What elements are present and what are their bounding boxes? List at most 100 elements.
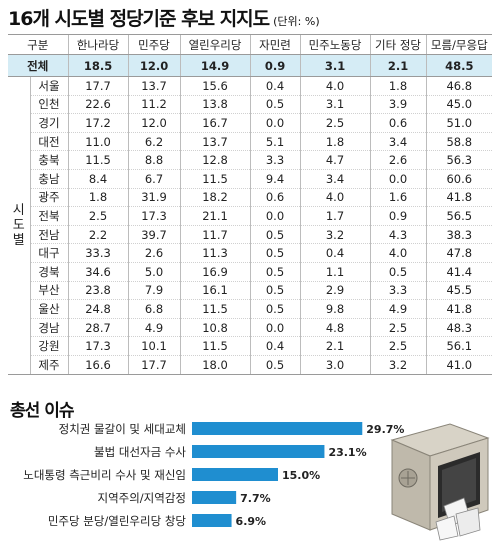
total-row: 전체 18.5 12.0 14.9 0.9 3.1 2.1 48.5 — [8, 54, 493, 77]
bar — [192, 445, 325, 458]
table-cell: 13.7 — [179, 132, 251, 152]
table-cell: 3.0 — [299, 355, 371, 375]
table-cell: 0.4 — [249, 336, 301, 356]
table-cell: 0.9 — [249, 54, 301, 77]
table-row: 경북 34.6 5.0 16.9 0.5 1.1 0.5 41.4 — [8, 262, 493, 282]
table-cell: 11.5 — [179, 169, 251, 189]
bar — [192, 491, 237, 504]
table-cell: 0.0 — [249, 206, 301, 226]
table-cell: 16.1 — [179, 281, 251, 301]
table-cell: 6.8 — [127, 299, 181, 319]
bar-category-label: 불법 대선자금 수사 — [94, 445, 186, 459]
table-cell: 0.5 — [249, 243, 301, 263]
table-cell: 3.3 — [369, 281, 427, 301]
table-cell: 4.7 — [299, 150, 371, 170]
corner-label: 구분 — [8, 34, 69, 55]
region-label: 경북 — [30, 262, 69, 282]
table-cell: 11.2 — [127, 95, 181, 115]
table-cell: 15.6 — [179, 76, 251, 96]
region-label: 대구 — [30, 243, 69, 263]
table-cell: 4.8 — [299, 318, 371, 338]
column-header: 민주노동당 — [299, 34, 371, 55]
table-row: 인천 22.6 11.2 13.8 0.5 3.1 3.9 45.0 — [8, 95, 493, 115]
table-cell: 2.1 — [299, 336, 371, 356]
column-header: 한나라당 — [67, 34, 129, 55]
column-header: 자민련 — [249, 34, 301, 55]
table-cell: 17.7 — [67, 76, 129, 96]
table-cell: 4.9 — [127, 318, 181, 338]
table-cell: 1.8 — [299, 132, 371, 152]
table-cell: 12.0 — [127, 54, 181, 77]
table-cell: 0.0 — [369, 169, 427, 189]
table-cell: 3.9 — [369, 95, 427, 115]
table-cell: 2.5 — [67, 206, 129, 226]
region-label: 제주 — [30, 355, 69, 375]
table-cell: 17.3 — [67, 336, 129, 356]
column-header: 모름/무응답 — [425, 34, 493, 55]
bar-value-label: 29.7% — [366, 423, 404, 436]
table-cell: 24.8 — [67, 299, 129, 319]
table-cell: 0.4 — [249, 76, 301, 96]
table-cell: 18.2 — [179, 188, 251, 208]
table-cell: 58.8 — [425, 132, 493, 152]
table-row: 울산 24.8 6.8 11.5 0.5 9.8 4.9 41.8 — [8, 299, 493, 319]
table-cell: 0.4 — [299, 243, 371, 263]
issues-title: 총선 이슈 — [10, 401, 74, 421]
table-cell: 6.7 — [127, 169, 181, 189]
table-cell: 6.2 — [127, 132, 181, 152]
table-cell: 0.5 — [249, 95, 301, 115]
table-cell: 28.7 — [67, 318, 129, 338]
table-cell: 56.1 — [425, 336, 493, 356]
table-cell: 56.3 — [425, 150, 493, 170]
table-cell: 2.5 — [369, 318, 427, 338]
region-label: 부산 — [30, 281, 69, 301]
issues-bar-chart: 정치권 물갈이 및 세대교체 29.7% 불법 대선자금 수사 23.1% 노대통령 측… — [23, 422, 404, 528]
table-cell: 2.1 — [369, 54, 427, 77]
table-cell: 4.0 — [369, 243, 427, 263]
side-label-char: 시 — [12, 202, 25, 218]
region-label: 서울 — [29, 76, 69, 96]
table-cell: 8.8 — [127, 150, 181, 170]
title-text: 16개 시도별 정당기준 후보 지지도 — [8, 8, 270, 30]
table-row: 충남 8.4 6.7 11.5 9.4 3.4 0.0 60.6 — [8, 169, 493, 189]
table-cell: 41.0 — [425, 355, 493, 375]
bar-category-label: 노대통령 측근비리 수사 및 재신임 — [23, 468, 186, 482]
column-header: 열린우리당 — [179, 34, 251, 55]
table-header-row: 구분 한나라당 민주당 열린우리당 자민련 민주노동당 기타 정당 모름/무응답 — [8, 34, 493, 55]
table-cell: 51.0 — [425, 113, 493, 133]
table-cell: 18.0 — [179, 355, 251, 375]
table-cell: 4.0 — [299, 76, 371, 96]
table-cell: 1.7 — [299, 206, 371, 226]
region-label: 울산 — [30, 299, 69, 319]
region-label: 충남 — [30, 169, 69, 189]
table-cell: 3.1 — [299, 95, 371, 115]
region-label: 전북 — [30, 206, 69, 226]
bar — [192, 422, 363, 435]
table-row: 대전 11.0 6.2 13.7 5.1 1.8 3.4 58.8 — [8, 132, 493, 152]
table-cell: 34.6 — [67, 262, 129, 282]
table-cell: 2.6 — [369, 150, 427, 170]
bar-category-label: 민주당 분당/열린우리당 창당 — [48, 514, 187, 528]
table-cell: 23.8 — [67, 281, 129, 301]
table-cell: 0.5 — [249, 299, 301, 319]
region-label: 경기 — [30, 113, 69, 133]
table-cell: 11.7 — [179, 225, 251, 245]
table-cell: 3.3 — [249, 150, 301, 170]
support-table: 구분 한나라당 민주당 열린우리당 자민련 민주노동당 기타 정당 모름/무응답… — [8, 34, 493, 375]
table-cell: 0.0 — [249, 113, 301, 133]
table-row: 전남 2.2 39.7 11.7 0.5 3.2 4.3 38.3 — [8, 225, 493, 245]
table-cell: 45.5 — [425, 281, 493, 301]
table-cell: 3.4 — [369, 132, 427, 152]
table-cell: 56.5 — [425, 206, 493, 226]
table-cell: 11.5 — [67, 150, 129, 170]
table-cell: 17.3 — [127, 206, 181, 226]
total-label: 전체 — [8, 54, 69, 77]
region-label: 대전 — [30, 132, 69, 152]
table-cell: 3.4 — [299, 169, 371, 189]
table-row: 강원 17.3 10.1 11.5 0.4 2.1 2.5 56.1 — [8, 336, 493, 356]
table-cell: 41.4 — [425, 262, 493, 282]
ballot-box-icon — [390, 423, 490, 541]
table-cell: 21.1 — [179, 206, 251, 226]
table-cell: 3.2 — [299, 225, 371, 245]
